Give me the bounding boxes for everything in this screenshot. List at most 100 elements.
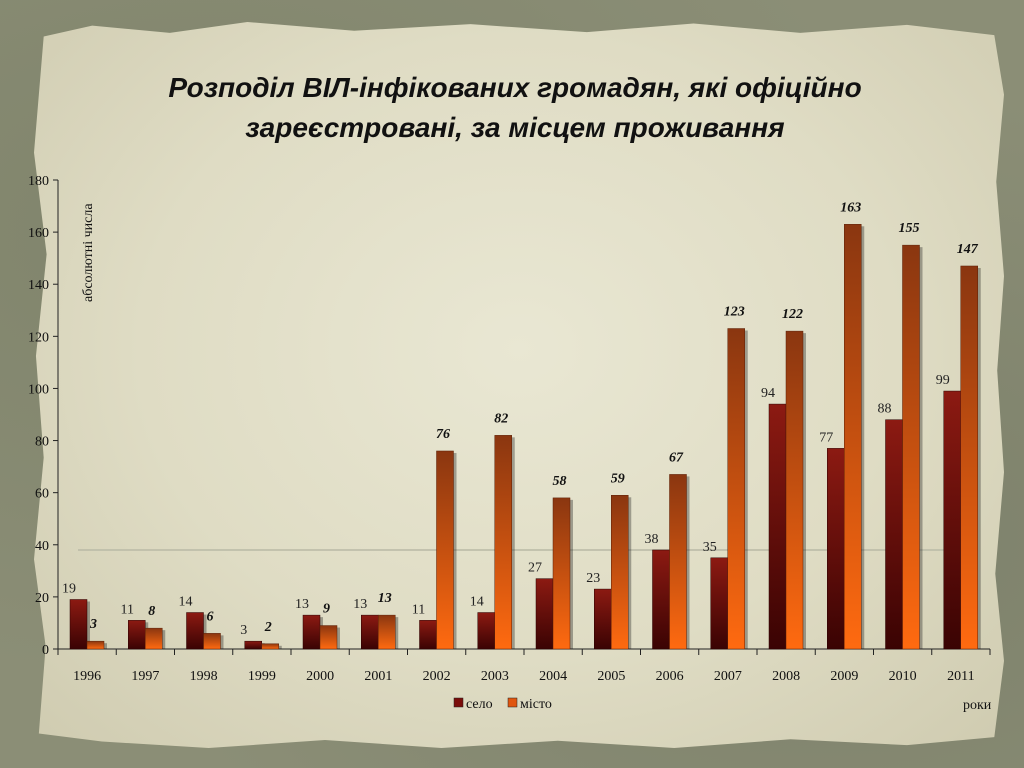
x-tick-label: 1999: [248, 669, 276, 684]
legend-swatch-misto: [507, 697, 518, 708]
data-label-selo: 14: [179, 595, 193, 610]
y-tick-label: 80: [35, 435, 49, 450]
bar-selo: [885, 419, 903, 650]
bar-selo: [594, 588, 612, 650]
bar-selo: [477, 612, 495, 650]
x-tick-label: 2011: [947, 669, 974, 684]
bar-selo: [943, 390, 961, 650]
bar-selo: [535, 578, 554, 650]
y-tick-label: 140: [28, 278, 49, 293]
y-axis-title: абсолютні числа: [81, 203, 96, 302]
bar-selo: [710, 557, 728, 650]
bar-misto: [436, 450, 454, 650]
bar-misto: [145, 627, 163, 650]
bar-misto: [261, 643, 279, 650]
x-tick-label: 2000: [306, 669, 334, 684]
y-tick-label: 160: [28, 226, 49, 241]
data-label-selo: 77: [819, 430, 833, 445]
x-tick-label: 2005: [597, 669, 625, 684]
bar-selo: [128, 620, 146, 650]
data-label-misto: 9: [323, 602, 330, 617]
data-label-misto: 59: [611, 471, 625, 486]
bar-misto: [844, 224, 862, 650]
title-line-1: Розподіл ВІЛ-інфікованих громадян, які о…: [168, 72, 862, 103]
bar-misto: [727, 328, 745, 650]
x-axis-title: роки: [963, 698, 992, 713]
y-tick-label: 0: [42, 643, 49, 658]
bar-misto: [203, 633, 221, 650]
data-label-misto: 82: [494, 411, 508, 426]
bar-selo: [419, 620, 437, 650]
data-label-selo: 11: [412, 602, 425, 617]
bar-misto: [319, 625, 338, 650]
data-label-selo: 23: [586, 571, 600, 586]
x-tick-label: 2002: [423, 669, 451, 684]
data-label-selo: 13: [353, 597, 367, 612]
data-label-selo: 88: [878, 402, 892, 417]
bar-misto: [86, 640, 105, 650]
data-label-selo: 19: [62, 581, 76, 596]
bar-misto: [378, 614, 396, 650]
x-tick-label: 2010: [889, 669, 917, 684]
x-tick-label: 2006: [656, 669, 684, 684]
y-tick-label: 180: [28, 174, 49, 189]
y-tick-label: 60: [35, 487, 49, 502]
bar-misto: [902, 244, 920, 650]
x-tick-label: 1997: [131, 669, 159, 684]
bar-selo: [186, 612, 204, 650]
bars: [69, 224, 981, 650]
x-tick-label: 2004: [539, 669, 567, 684]
x-tick-label: 2008: [772, 669, 800, 684]
bar-selo: [652, 549, 670, 650]
data-label-selo: 38: [645, 532, 659, 547]
data-label-misto: 155: [899, 221, 920, 236]
bar-misto: [669, 474, 687, 650]
data-label-misto: 13: [378, 591, 392, 606]
data-labels: 19 3 11 8 14 6 3 2 13 9 13 13 11 76 14 82 27 58 23 59 38 67 35…: [62, 200, 979, 638]
data-label-selo: 27: [528, 561, 542, 576]
data-label-misto: 122: [782, 307, 803, 322]
data-label-selo: 94: [761, 386, 775, 401]
data-label-misto: 58: [553, 474, 567, 489]
data-label-misto: 163: [840, 200, 861, 215]
data-label-selo: 11: [121, 602, 134, 617]
data-label-misto: 123: [724, 305, 745, 320]
legend-label-misto: місто: [520, 697, 552, 712]
legend-swatch-selo: [453, 697, 464, 708]
bar-selo: [302, 614, 321, 650]
bar-misto: [785, 330, 804, 650]
data-label-misto: 76: [436, 427, 450, 442]
y-tick-label: 120: [28, 330, 49, 345]
bar-selo: [244, 640, 262, 650]
data-label-selo: 3: [240, 623, 247, 638]
x-tick-label: 2003: [481, 669, 509, 684]
x-tick-label: 2001: [364, 669, 392, 684]
bar-selo: [827, 448, 845, 650]
title-line-2: зареєстровані, за місцем проживання: [245, 112, 785, 143]
bar-misto: [611, 495, 629, 650]
data-label-misto: 67: [669, 450, 684, 465]
data-label-misto: 3: [89, 617, 97, 632]
data-label-misto: 8: [148, 604, 155, 619]
bar-selo: [69, 599, 88, 650]
bar-misto: [960, 265, 978, 650]
bar-selo: [768, 403, 787, 650]
x-tick-label: 1998: [190, 669, 218, 684]
x-tick-label: 2007: [714, 669, 742, 684]
bar-misto: [552, 497, 571, 650]
data-label-selo: 13: [295, 597, 309, 612]
data-label-selo: 14: [470, 595, 484, 610]
y-tick-label: 40: [35, 539, 49, 554]
bar-misto: [494, 435, 512, 650]
page-title: Розподіл ВІЛ-інфікованих громадян, які о…: [50, 68, 980, 148]
x-tick-label: 1996: [73, 669, 101, 684]
y-tick-label: 100: [28, 382, 49, 397]
data-label-misto: 6: [207, 609, 214, 624]
x-tick-label: 2009: [830, 669, 858, 684]
y-tick-label: 20: [35, 591, 49, 606]
data-label-selo: 99: [936, 373, 950, 388]
bar-selo: [361, 614, 379, 650]
data-label-selo: 35: [703, 540, 717, 555]
